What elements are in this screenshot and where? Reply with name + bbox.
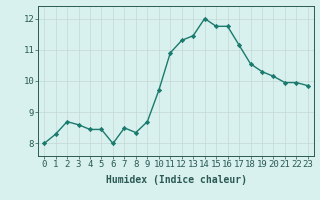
X-axis label: Humidex (Indice chaleur): Humidex (Indice chaleur) xyxy=(106,175,246,185)
